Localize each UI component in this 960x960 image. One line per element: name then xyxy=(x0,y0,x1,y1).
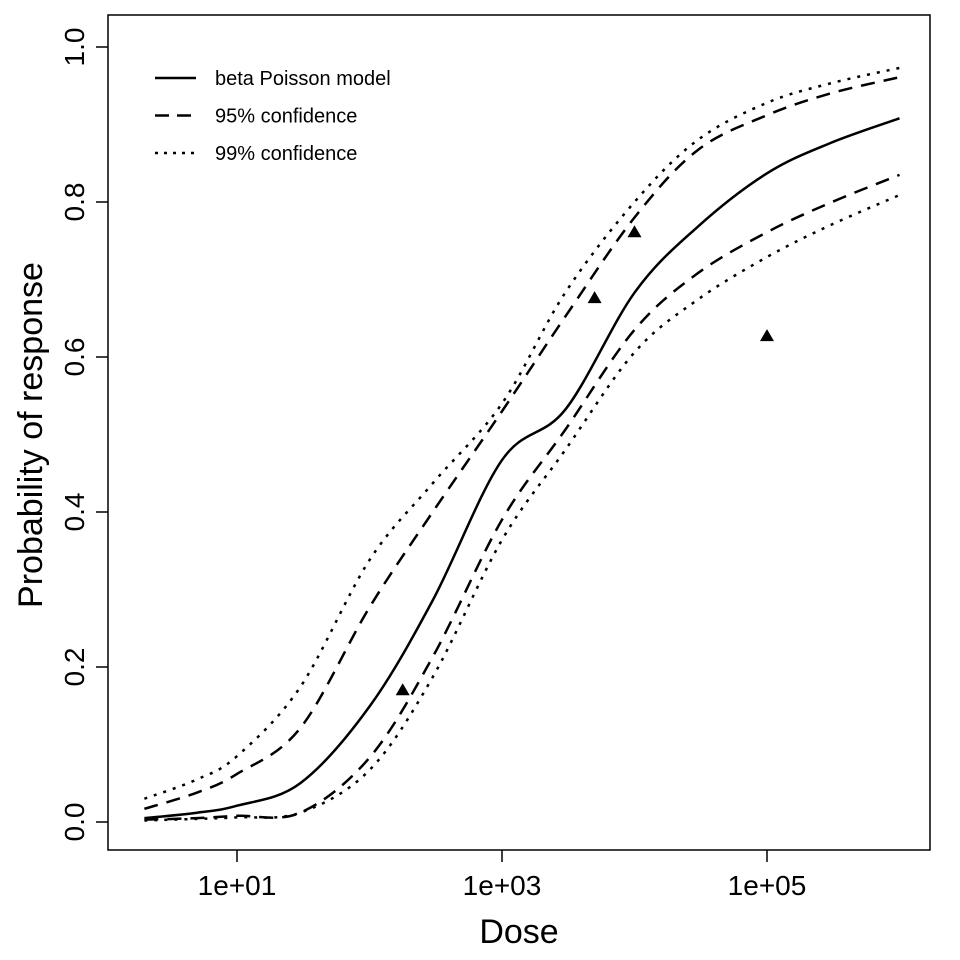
legend-label: 95% confidence xyxy=(215,106,357,128)
x-axis: 1e+01 1e+03 1e+05 xyxy=(198,850,807,901)
plot-frame xyxy=(107,14,931,851)
observed-points xyxy=(395,225,774,696)
series-line-solid-0 xyxy=(144,117,900,820)
y-axis-label: Probability of response xyxy=(12,262,50,608)
x-axis-label: Dose xyxy=(479,913,558,951)
legend-label: beta Poisson model xyxy=(215,68,391,90)
series-line-dotted-3 xyxy=(143,66,900,800)
y-tick-label: 0.0 xyxy=(59,803,90,842)
x-tick-label: 1e+01 xyxy=(198,870,277,901)
legend-label: 99% confidence xyxy=(215,143,357,165)
series-lines xyxy=(143,66,900,822)
x-tick-label: 1e+03 xyxy=(463,870,542,901)
y-tick-label: 0.8 xyxy=(59,183,90,222)
data-point-triangle xyxy=(760,329,774,342)
y-tick-label: 0.4 xyxy=(59,493,90,532)
series-line-dashed-2 xyxy=(144,173,900,821)
data-point-triangle xyxy=(587,291,602,304)
y-tick-label: 1.0 xyxy=(59,28,90,67)
data-point-triangle xyxy=(395,683,410,696)
y-tick-label: 0.2 xyxy=(59,648,90,687)
x-tick-label: 1e+05 xyxy=(728,870,807,901)
series-line-dotted-4 xyxy=(144,193,900,822)
series-line-dashed-1 xyxy=(144,76,900,811)
y-tick-label: 0.6 xyxy=(59,338,90,377)
legend: beta Poisson model 95% confidence 99% conf… xyxy=(155,68,391,165)
data-point-triangle xyxy=(627,225,642,238)
y-axis: 0.0 0.2 0.4 0.6 0.8 1.0 xyxy=(59,28,108,842)
